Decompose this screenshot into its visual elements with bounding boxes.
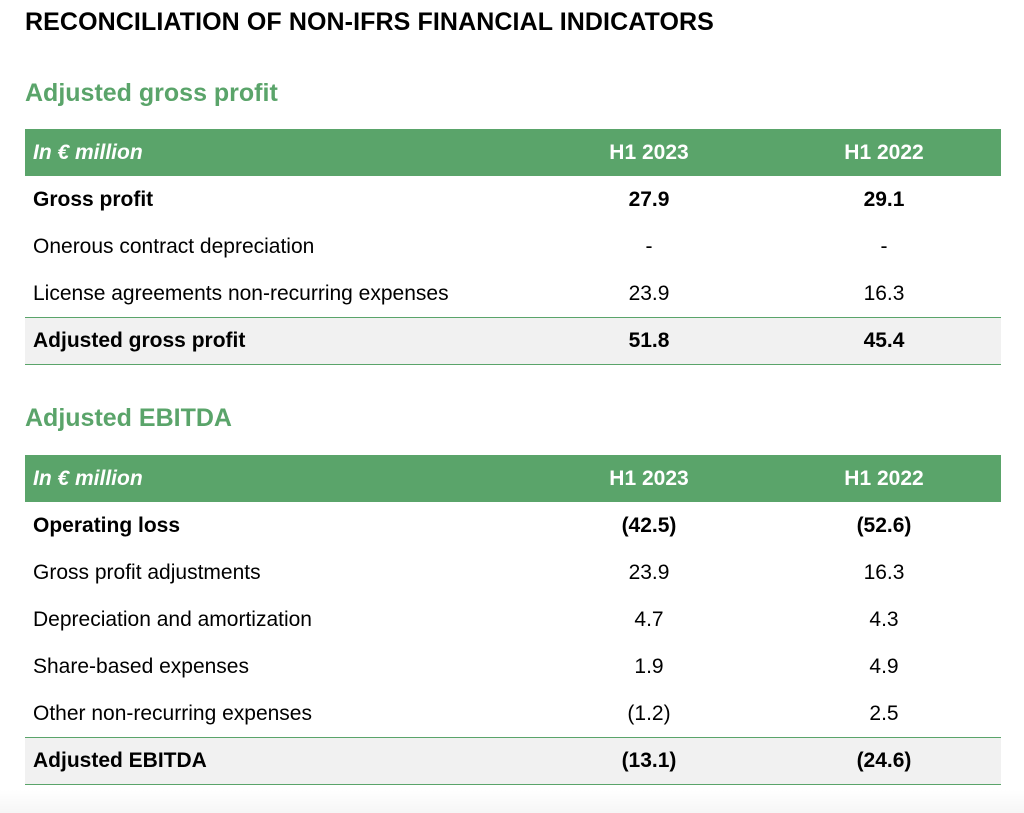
table-row-share-based-expenses: Share-based expenses 1.9 4.9 xyxy=(25,643,1001,690)
row-value-h1-2022: 16.3 xyxy=(863,281,905,305)
total-value-h1-2023: 51.8 xyxy=(628,329,670,352)
row-value-h1-2022: 16.3 xyxy=(863,560,905,584)
row-value-h1-2023: (42.5) xyxy=(621,513,677,537)
header-col-h1-2022: H1 2022 xyxy=(844,466,924,490)
row-value-h1-2023: 23.9 xyxy=(628,560,670,584)
row-label: License agreements non-recurring expense… xyxy=(33,281,449,305)
header-col-h1-2023: H1 2023 xyxy=(609,140,689,164)
page-title: RECONCILIATION OF NON-IFRS FINANCIAL IND… xyxy=(25,8,714,36)
table-row-depreciation-amortization: Depreciation and amortization 4.7 4.3 xyxy=(25,596,1001,643)
table-row-gross-profit: Gross profit 27.9 29.1 xyxy=(25,176,1001,223)
total-value-h1-2022: 45.4 xyxy=(863,329,905,352)
row-label: Other non-recurring expenses xyxy=(33,701,312,725)
table-row-operating-loss: Operating loss (42.5) (52.6) xyxy=(25,502,1001,549)
row-value-h1-2023: - xyxy=(645,234,653,258)
table-row-license-agreements: License agreements non-recurring expense… xyxy=(25,270,1001,317)
section-title-adjusted-ebitda: Adjusted EBITDA xyxy=(25,404,232,432)
total-label: Adjusted EBITDA xyxy=(33,749,207,772)
row-value-h1-2023: 1.9 xyxy=(634,654,664,678)
table-row-onerous-contract: Onerous contract depreciation - - xyxy=(25,223,1001,270)
row-value-h1-2023: 23.9 xyxy=(628,281,670,305)
row-label: Depreciation and amortization xyxy=(33,607,312,631)
row-label: Onerous contract depreciation xyxy=(33,234,315,258)
row-value-h1-2022: 2.5 xyxy=(869,701,899,725)
table-adjusted-gross-profit: In € million H1 2023 H1 2022 Gross profi… xyxy=(25,129,1001,365)
header-unit-label: In € million xyxy=(33,466,143,490)
row-label: Operating loss xyxy=(33,513,181,537)
row-value-h1-2023: 4.7 xyxy=(634,607,664,631)
row-value-h1-2022: 29.1 xyxy=(863,187,905,211)
row-value-h1-2022: (52.6) xyxy=(856,513,912,537)
row-value-h1-2022: - xyxy=(880,234,888,258)
table-row-gross-profit-adjustments: Gross profit adjustments 23.9 16.3 xyxy=(25,549,1001,596)
row-value-h1-2023: (1.2) xyxy=(627,701,671,725)
row-label: Gross profit adjustments xyxy=(33,560,261,584)
row-value-h1-2023: 27.9 xyxy=(628,187,670,211)
section-title-adjusted-gross-profit: Adjusted gross profit xyxy=(25,79,278,107)
table-header-row: In € million H1 2023 H1 2022 xyxy=(25,129,1001,176)
total-value-h1-2023: (13.1) xyxy=(621,749,677,772)
header-col-h1-2023: H1 2023 xyxy=(609,466,689,490)
row-label: Gross profit xyxy=(33,187,154,211)
table-adjusted-ebitda: In € million H1 2023 H1 2022 Operating l… xyxy=(25,455,1001,785)
total-value-h1-2022: (24.6) xyxy=(856,749,912,772)
table-total-row-adjusted-gross-profit: Adjusted gross profit 51.8 45.4 xyxy=(25,317,1001,365)
table-total-row-adjusted-ebitda: Adjusted EBITDA (13.1) (24.6) xyxy=(25,737,1001,785)
table-header-row: In € million H1 2023 H1 2022 xyxy=(25,455,1001,502)
row-label: Share-based expenses xyxy=(33,654,249,678)
total-label: Adjusted gross profit xyxy=(33,329,246,352)
header-col-h1-2022: H1 2022 xyxy=(844,140,924,164)
table-row-other-non-recurring-expenses: Other non-recurring expenses (1.2) 2.5 xyxy=(25,690,1001,737)
header-unit-label: In € million xyxy=(33,140,143,164)
row-value-h1-2022: 4.9 xyxy=(869,654,899,678)
row-value-h1-2022: 4.3 xyxy=(869,607,899,631)
